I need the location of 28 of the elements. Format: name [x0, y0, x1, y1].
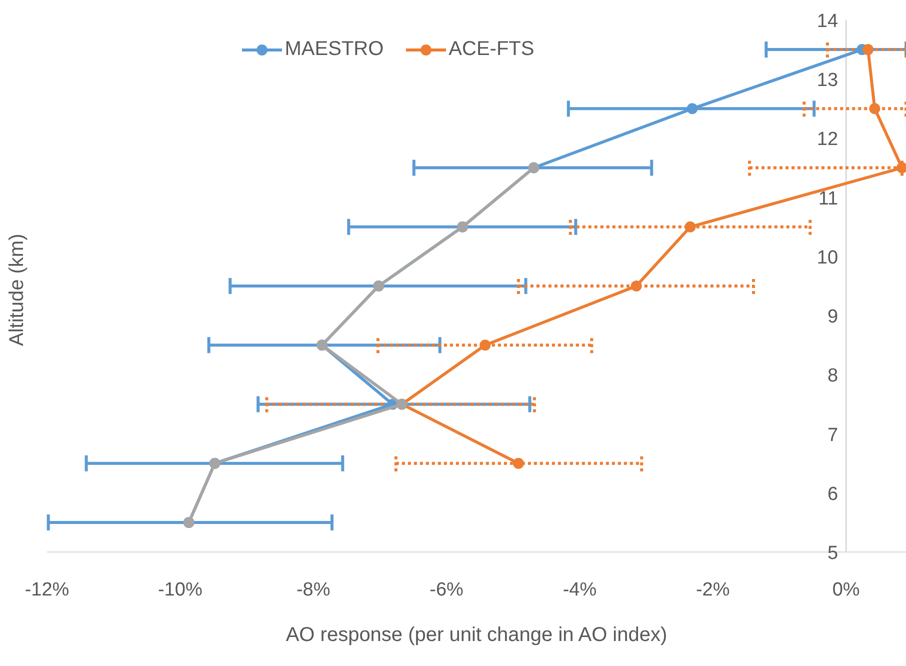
point	[630, 280, 642, 292]
y-tick-label: 7	[827, 424, 838, 446]
y-tick-label: 14	[816, 11, 838, 32]
point	[480, 340, 491, 351]
x-tick-label: -12%	[24, 579, 70, 600]
y-tick-label: 12	[816, 129, 838, 150]
legend-label: ACE-FTS	[448, 38, 534, 61]
x-tick-label: -10%	[158, 579, 202, 600]
x-tick-label: -6%	[430, 579, 464, 600]
x-tick-label: 0%	[832, 579, 860, 600]
y-axis-title: Altitude (km)	[6, 234, 28, 346]
y-tick-label: 9	[827, 306, 838, 328]
y-tick-label: 6	[827, 484, 838, 505]
point	[512, 458, 524, 469]
point	[862, 44, 874, 56]
x-tick-label: -2%	[696, 579, 730, 600]
point	[684, 221, 696, 232]
x-tick-label: -4%	[562, 579, 597, 600]
point	[869, 103, 880, 114]
y-tick-label: 10	[816, 247, 838, 268]
point	[686, 103, 698, 114]
legend-label: MAESTRO	[284, 38, 384, 61]
x-tick-label: -8%	[296, 579, 330, 600]
x-axis-title: AO response (per unit change in AO index)	[286, 624, 668, 646]
y-tick-label: 8	[827, 366, 838, 387]
y-tick-label: 11	[818, 188, 838, 210]
y-tick-label: 5	[827, 543, 838, 564]
y-tick-label: 13	[816, 70, 838, 92]
